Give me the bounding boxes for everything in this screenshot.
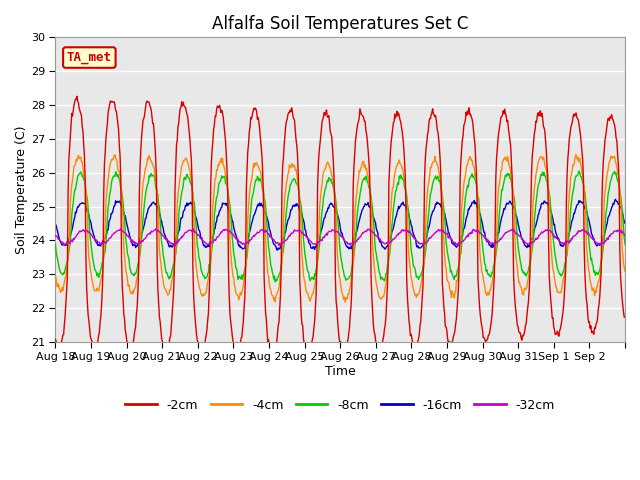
Title: Alfalfa Soil Temperatures Set C: Alfalfa Soil Temperatures Set C — [212, 15, 468, 33]
X-axis label: Time: Time — [325, 365, 356, 378]
Legend: -2cm, -4cm, -8cm, -16cm, -32cm: -2cm, -4cm, -8cm, -16cm, -32cm — [120, 394, 560, 417]
Text: TA_met: TA_met — [67, 51, 112, 64]
Y-axis label: Soil Temperature (C): Soil Temperature (C) — [15, 125, 28, 254]
